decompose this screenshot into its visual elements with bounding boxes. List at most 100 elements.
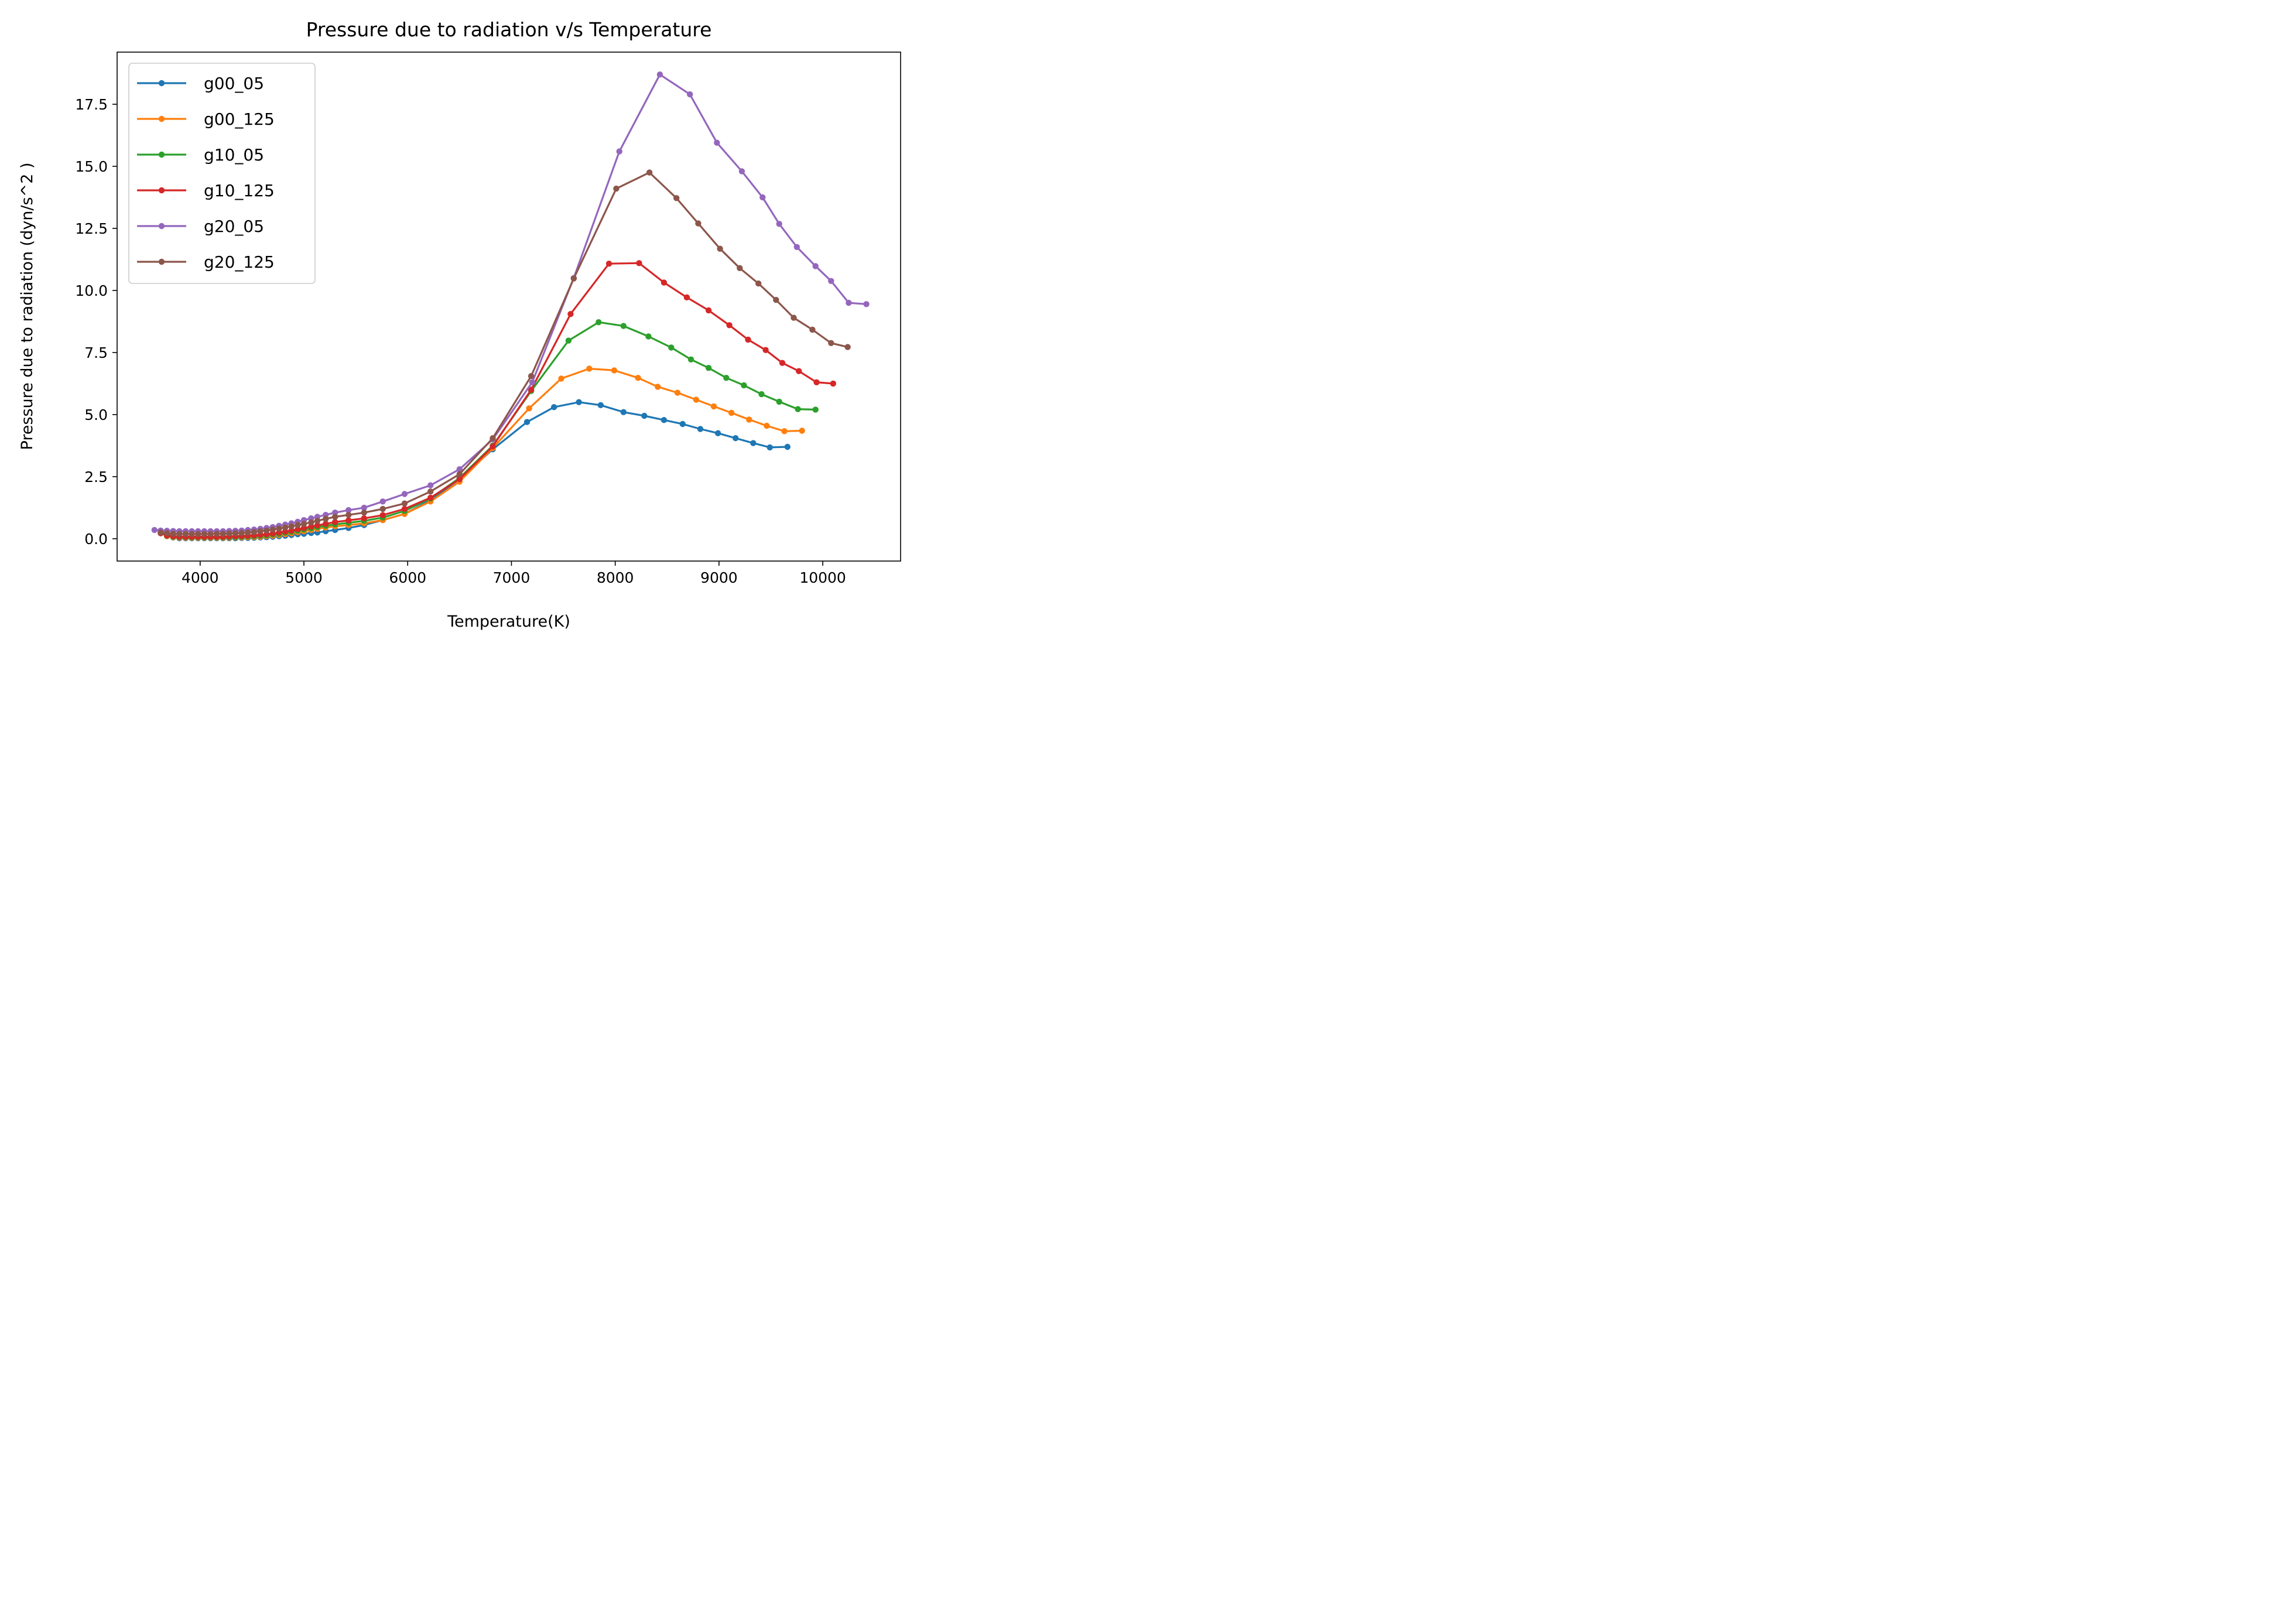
data-point xyxy=(232,530,239,536)
data-point xyxy=(238,529,245,536)
data-point xyxy=(288,527,295,534)
data-point xyxy=(813,379,820,385)
data-point xyxy=(741,382,747,389)
data-point xyxy=(456,471,463,477)
data-point xyxy=(314,522,321,529)
data-point xyxy=(620,409,627,415)
legend-label: g10_05 xyxy=(204,145,264,165)
data-point xyxy=(523,419,531,425)
data-point xyxy=(737,265,743,271)
legend: g00_05 g00_125 g10_05 g10_125 g20_05 g20_125 xyxy=(128,63,316,284)
data-point xyxy=(726,322,733,329)
data-point xyxy=(264,527,270,534)
x-tick-label: 6000 xyxy=(389,569,426,586)
data-point xyxy=(379,505,386,512)
data-point xyxy=(345,512,352,518)
data-point xyxy=(245,529,251,536)
data-point xyxy=(257,528,264,535)
data-point xyxy=(687,356,694,363)
chart-title: Pressure due to radiation v/s Temperatur… xyxy=(306,18,712,41)
data-point xyxy=(796,368,802,374)
data-point xyxy=(189,531,195,537)
data-point xyxy=(345,517,352,524)
data-point xyxy=(781,428,788,435)
data-point xyxy=(345,507,352,514)
data-point xyxy=(401,500,408,507)
data-point xyxy=(616,148,622,155)
data-point xyxy=(490,435,496,442)
data-point xyxy=(158,529,164,536)
data-point xyxy=(269,526,276,533)
data-point xyxy=(570,275,577,282)
legend-marker xyxy=(158,115,165,122)
data-point xyxy=(784,443,791,450)
data-point xyxy=(379,512,386,518)
data-point xyxy=(586,365,593,372)
data-point xyxy=(282,524,289,531)
data-point xyxy=(201,531,208,537)
x-tick-label: 5000 xyxy=(285,569,323,586)
data-point xyxy=(308,519,314,526)
data-point xyxy=(220,531,226,537)
data-point xyxy=(361,504,367,511)
data-point xyxy=(401,505,408,512)
data-point xyxy=(276,525,282,532)
data-point xyxy=(723,375,730,381)
data-point xyxy=(427,482,434,488)
legend-marker xyxy=(158,187,165,194)
data-point xyxy=(207,531,214,537)
legend-label: g00_125 xyxy=(204,110,275,129)
chart: Pressure due to radiation v/s Temperatur… xyxy=(0,0,915,645)
data-point xyxy=(332,510,338,516)
y-tick-label: 0.0 xyxy=(84,531,108,548)
data-point xyxy=(251,529,258,535)
data-point xyxy=(288,523,295,529)
data-point xyxy=(170,531,176,537)
data-point xyxy=(755,280,762,287)
data-point xyxy=(661,279,668,286)
data-point xyxy=(764,422,770,429)
legend-marker xyxy=(158,223,165,230)
data-point xyxy=(613,185,620,192)
data-point xyxy=(611,367,618,374)
data-point xyxy=(565,337,572,344)
data-point xyxy=(163,530,170,536)
data-point xyxy=(596,319,602,326)
x-axis-label: Temperature(K) xyxy=(447,613,570,631)
data-point xyxy=(182,531,189,537)
data-point xyxy=(687,91,693,98)
series-layer xyxy=(151,71,870,542)
data-point xyxy=(799,428,805,434)
data-point xyxy=(705,365,712,371)
data-point xyxy=(683,294,690,300)
data-point xyxy=(213,531,220,537)
x-tick-label: 8000 xyxy=(597,569,634,586)
data-point xyxy=(226,530,232,537)
data-point xyxy=(597,402,604,408)
data-point xyxy=(550,404,557,411)
data-point xyxy=(795,406,801,412)
data-point xyxy=(695,220,702,227)
data-point xyxy=(745,336,751,343)
y-tick-label: 5.0 xyxy=(84,406,108,423)
data-point xyxy=(379,498,386,505)
data-point xyxy=(576,399,582,405)
data-point xyxy=(401,491,408,497)
data-point xyxy=(693,396,700,403)
data-point xyxy=(656,71,663,78)
y-axis: 0.0 2.5 5.0 7.5 10.0 12.5 15.0 17.5 xyxy=(75,96,117,548)
x-tick-label: 7000 xyxy=(493,569,531,586)
data-point xyxy=(635,375,641,381)
data-point xyxy=(673,195,680,201)
legend-item: g00_05 xyxy=(137,74,264,93)
y-tick-label: 15.0 xyxy=(75,158,108,175)
data-point xyxy=(558,375,564,382)
data-point xyxy=(705,307,712,314)
data-point xyxy=(151,526,158,534)
legend-item: g20_125 xyxy=(137,252,275,272)
data-point xyxy=(738,168,745,175)
data-point xyxy=(636,260,642,266)
data-point xyxy=(710,403,717,410)
data-point xyxy=(812,406,819,413)
y-tick-label: 12.5 xyxy=(75,220,108,237)
